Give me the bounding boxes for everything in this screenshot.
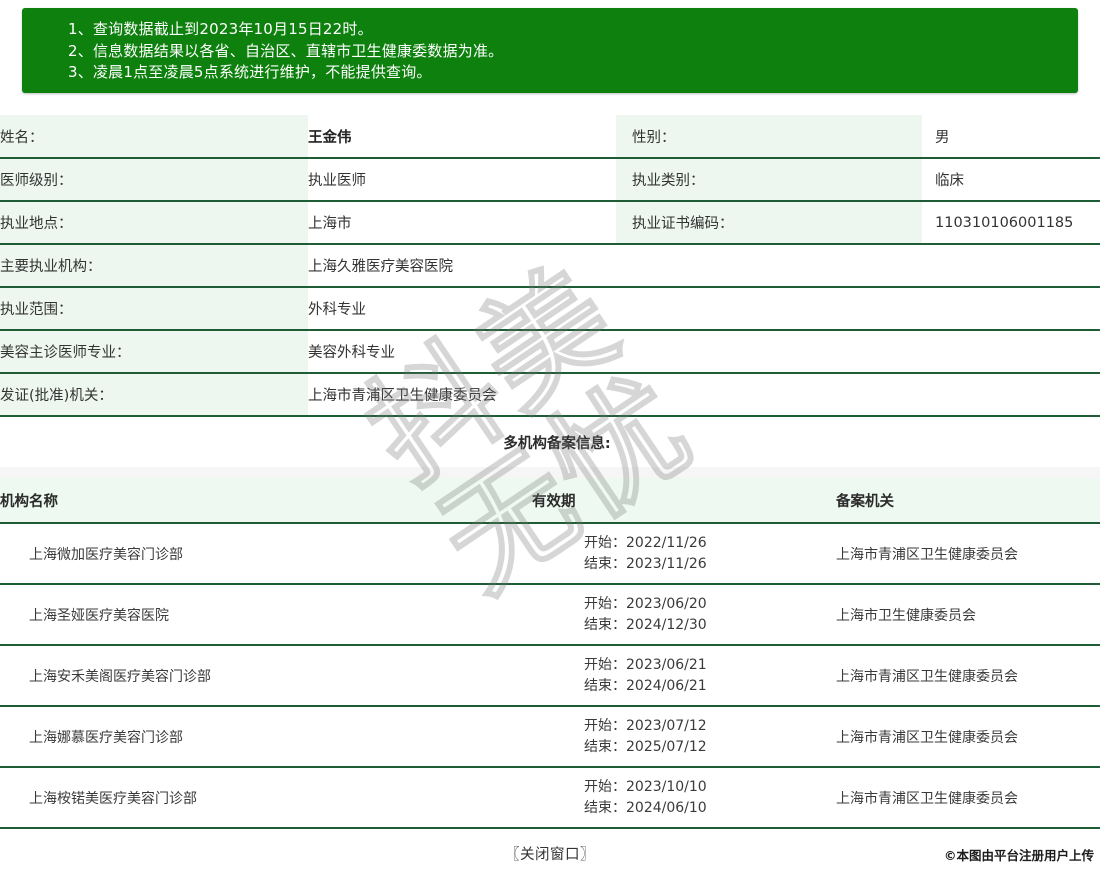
notice-line-1: 1、查询数据截止到2023年10月15日22时。	[68, 20, 373, 38]
notice-line-3: 3、凌晨1点至凌晨5点系统进行维护，不能提供查询。	[68, 63, 432, 81]
valid-start-line: 开始：2022/11/26	[584, 533, 836, 554]
multi-institution-section-header: 多机构备案信息:	[0, 417, 1100, 467]
upload-credit-watermark: ©本图由平台注册用户上传	[943, 848, 1094, 863]
end-date: 2024/06/10	[626, 799, 707, 816]
info-value-practice-scope: 外科专业	[308, 287, 1100, 331]
info-value-license-number: 110310106001185	[922, 201, 1100, 245]
start-label: 开始：	[584, 656, 626, 673]
info-row-level: 医师级别： 执业医师 执业类别： 临床	[0, 158, 1100, 202]
info-value-gender: 男	[922, 115, 1100, 159]
cell-valid-period: 开始：2022/11/26 结束：2023/11/26	[532, 523, 836, 585]
end-date: 2024/06/21	[626, 677, 707, 694]
valid-end-line: 结束：2024/06/21	[584, 676, 836, 697]
footer: 〖关闭窗口〗 ©本图由平台注册用户上传	[0, 843, 1100, 870]
end-label: 结束：	[584, 738, 626, 755]
start-date: 2022/11/26	[626, 534, 707, 551]
end-label: 结束：	[584, 616, 626, 633]
info-row-cosmetic-specialty: 美容主诊医师专业： 美容外科专业	[0, 330, 1100, 374]
cell-institution-name: 上海微加医疗美容门诊部	[0, 523, 532, 585]
cell-institution-name: 上海圣娅医疗美容医院	[0, 584, 532, 646]
close-window-link[interactable]: 〖关闭窗口〗	[505, 847, 595, 863]
info-label-name: 姓名：	[0, 115, 308, 159]
cell-valid-period: 开始：2023/06/20 结束：2024/12/30	[532, 584, 836, 646]
start-label: 开始：	[584, 534, 626, 551]
valid-end-line: 结束：2024/06/10	[584, 798, 836, 819]
cell-valid-period: 开始：2023/10/10 结束：2024/06/10	[532, 767, 836, 829]
start-date: 2023/06/21	[626, 656, 707, 673]
cell-institution-name: 上海安禾美阁医疗美容门诊部	[0, 645, 532, 707]
cell-institution-name: 上海桉锘美医疗美容门诊部	[0, 767, 532, 829]
notice-banner-body: 1、查询数据截止到2023年10月15日22时。 2、信息数据结果以各省、自治区…	[22, 8, 1078, 93]
cell-valid-period: 开始：2023/06/21 结束：2024/06/21	[532, 645, 836, 707]
notice-line-2: 2、信息数据结果以各省、自治区、直辖市卫生健康委数据为准。	[68, 41, 504, 60]
valid-end-line: 结束：2025/07/12	[584, 737, 836, 758]
start-label: 开始：	[584, 595, 626, 612]
multi-institution-section-title: 多机构备案信息:	[503, 435, 611, 452]
end-date: 2023/11/26	[626, 555, 707, 572]
info-value-main-institution: 上海久雅医疗美容医院	[308, 244, 1100, 288]
table-header-row: 机构名称 有效期 备案机关	[0, 478, 1100, 524]
info-row-practice-scope: 执业范围： 外科专业	[0, 287, 1100, 331]
start-date: 2023/07/12	[626, 717, 707, 734]
valid-start-line: 开始：2023/06/21	[584, 655, 836, 676]
start-label: 开始：	[584, 778, 626, 795]
cell-filing-authority: 上海市青浦区卫生健康委员会	[836, 767, 1100, 829]
info-row-name: 姓名： 王金伟 性别： 男	[0, 115, 1100, 159]
info-label-practice-type: 执业类别：	[616, 158, 922, 202]
info-label-cosmetic-specialty: 美容主诊医师专业：	[0, 330, 308, 374]
column-header-filing-authority: 备案机关	[836, 478, 1100, 524]
table-row: 上海娜慕医疗美容门诊部 开始：2023/07/12 结束：2025/07/12 …	[0, 706, 1100, 768]
valid-end-line: 结束：2023/11/26	[584, 554, 836, 575]
info-label-issuing-authority: 发证(批准)机关：	[0, 373, 308, 417]
column-header-institution-name: 机构名称	[0, 478, 532, 524]
cell-filing-authority: 上海市青浦区卫生健康委员会	[836, 523, 1100, 585]
end-label: 结束：	[584, 555, 626, 572]
table-row: 上海安禾美阁医疗美容门诊部 开始：2023/06/21 结束：2024/06/2…	[0, 645, 1100, 707]
table-row: 上海微加医疗美容门诊部 开始：2022/11/26 结束：2023/11/26 …	[0, 523, 1100, 585]
info-label-practice-place: 执业地点：	[0, 201, 308, 245]
end-label: 结束：	[584, 799, 626, 816]
table-row: 上海桉锘美医疗美容门诊部 开始：2023/10/10 结束：2024/06/10…	[0, 767, 1100, 829]
valid-start-line: 开始：2023/10/10	[584, 777, 836, 798]
end-date: 2024/12/30	[626, 616, 707, 633]
info-row-issuing-authority: 发证(批准)机关： 上海市青浦区卫生健康委员会	[0, 373, 1100, 417]
cell-filing-authority: 上海市卫生健康委员会	[836, 584, 1100, 646]
valid-end-line: 结束：2024/12/30	[584, 615, 836, 636]
table-row: 上海圣娅医疗美容医院 开始：2023/06/20 结束：2024/12/30 上…	[0, 584, 1100, 646]
start-label: 开始：	[584, 717, 626, 734]
info-value-practice-place: 上海市	[308, 201, 616, 245]
info-value-doctor-level: 执业医师	[308, 158, 616, 202]
cell-filing-authority: 上海市青浦区卫生健康委员会	[836, 645, 1100, 707]
end-date: 2025/07/12	[626, 738, 707, 755]
info-value-cosmetic-specialty: 美容外科专业	[308, 330, 1100, 374]
cell-valid-period: 开始：2023/07/12 结束：2025/07/12	[532, 706, 836, 768]
section-spacer	[0, 467, 1100, 478]
doctor-info-table: 姓名： 王金伟 性别： 男 医师级别： 执业医师 执业类别： 临床 执业地点： …	[0, 115, 1100, 417]
info-value-issuing-authority: 上海市青浦区卫生健康委员会	[308, 373, 1100, 417]
info-label-practice-scope: 执业范围：	[0, 287, 308, 331]
cell-filing-authority: 上海市青浦区卫生健康委员会	[836, 706, 1100, 768]
start-date: 2023/10/10	[626, 778, 707, 795]
column-header-valid-period: 有效期	[532, 478, 836, 524]
info-value-name: 王金伟	[308, 115, 616, 159]
info-row-main-institution: 主要执业机构： 上海久雅医疗美容医院	[0, 244, 1100, 288]
info-label-gender: 性别：	[616, 115, 922, 159]
valid-start-line: 开始：2023/06/20	[584, 594, 836, 615]
multi-institution-table: 机构名称 有效期 备案机关 上海微加医疗美容门诊部 开始：2022/11/26 …	[0, 478, 1100, 829]
info-label-main-institution: 主要执业机构：	[0, 244, 308, 288]
end-label: 结束：	[584, 677, 626, 694]
valid-start-line: 开始：2023/07/12	[584, 716, 836, 737]
info-row-location: 执业地点： 上海市 执业证书编码： 110310106001185	[0, 201, 1100, 245]
info-value-practice-type: 临床	[922, 158, 1100, 202]
notice-banner: 1、查询数据截止到2023年10月15日22时。 2、信息数据结果以各省、自治区…	[22, 8, 1078, 93]
cell-institution-name: 上海娜慕医疗美容门诊部	[0, 706, 532, 768]
start-date: 2023/06/20	[626, 595, 707, 612]
info-label-license-number: 执业证书编码：	[616, 201, 922, 245]
info-label-doctor-level: 医师级别：	[0, 158, 308, 202]
